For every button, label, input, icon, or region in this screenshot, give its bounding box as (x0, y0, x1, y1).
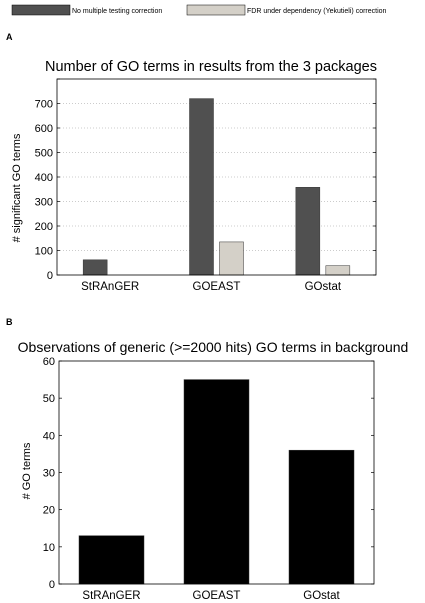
y-tick-label: 10 (43, 542, 55, 554)
bar-stranger-series-0 (78, 535, 145, 585)
y-tick-label: 200 (35, 221, 53, 233)
y-tick-label: 100 (35, 246, 53, 258)
y-tick-label: 700 (35, 99, 53, 111)
bar-goeast-series-0 (189, 98, 214, 276)
chart-b-title: Observations of generic (>=2000 hits) GO… (18, 339, 409, 355)
bar-goeast-series-0 (183, 379, 250, 585)
y-tick-label: 40 (43, 430, 55, 442)
bar-stranger-series-0 (82, 259, 108, 276)
y-tick-label: 0 (47, 270, 53, 282)
y-tick-label: 50 (43, 393, 55, 405)
x-tick-label-goeast: GOEAST (193, 590, 241, 602)
legend-label-uncorrected: No multiple testing correction (72, 8, 162, 15)
y-tick-label: 0 (49, 579, 55, 591)
bar-gostat-series-0 (288, 449, 355, 585)
legend-swatch-uncorrected (11, 4, 71, 16)
y-tick-label: 500 (35, 148, 53, 160)
bar-gostat-series-1 (325, 265, 351, 276)
bar-gostat-series-0 (295, 187, 321, 276)
chart-b-ylabel: # GO terms (21, 442, 33, 499)
x-tick-label-stranger: StRAnGER (82, 590, 140, 602)
y-tick-label: 600 (35, 123, 53, 135)
x-tick-label-gostat: GOstat (305, 281, 342, 293)
bar-goeast-series-1 (219, 241, 244, 276)
y-tick-label: 400 (35, 172, 53, 184)
panel-b-label: B (6, 317, 13, 327)
y-tick-label: 60 (43, 356, 55, 368)
y-tick-label: 30 (43, 468, 55, 480)
y-tick-label: 300 (35, 197, 53, 209)
x-tick-label-stranger: StRAnGER (81, 281, 139, 293)
legend-label-corrected: FDR under dependency (Yekutieli) correct… (247, 8, 387, 15)
chart-b-plot: 0 10 20 30 40 50 60 StRAnGER GOEAST GOstat (43, 356, 375, 602)
y-tick-label: 20 (43, 505, 55, 517)
panel-a-label: A (6, 32, 13, 42)
x-tick-label-gostat: GOstat (303, 590, 340, 602)
legend-swatch-corrected (186, 4, 246, 16)
x-tick-label-goeast: GOEAST (193, 281, 241, 293)
chart-a-ylabel: # significant GO terms (11, 133, 23, 242)
chart-a-plot: 0 100 200 300 400 500 600 700 StRAnGER GOEAST GOst… (35, 78, 377, 293)
chart-a-title: Number of GO terms in results from the 3… (45, 59, 377, 75)
legend: No multiple testing correction FDR under… (11, 4, 387, 16)
